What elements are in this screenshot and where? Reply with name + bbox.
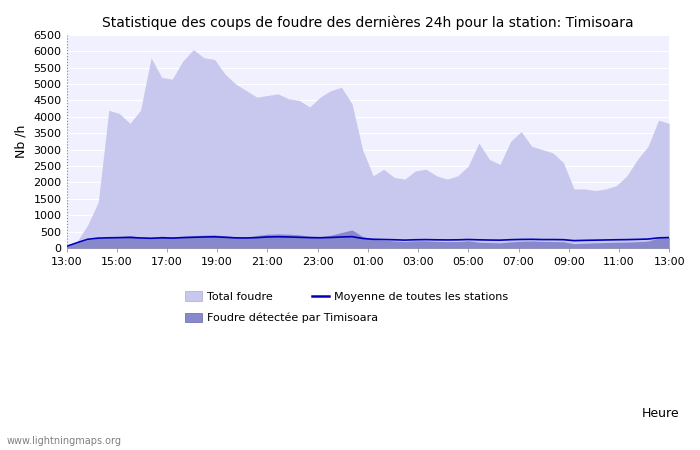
- Legend: Foudre détectée par Timisoara: Foudre détectée par Timisoara: [181, 308, 383, 328]
- Title: Statistique des coups de foudre des dernières 24h pour la station: Timisoara: Statistique des coups de foudre des dern…: [102, 15, 634, 30]
- Text: www.lightningmaps.org: www.lightningmaps.org: [7, 436, 122, 446]
- Text: Heure: Heure: [641, 407, 679, 420]
- Y-axis label: Nb /h: Nb /h: [15, 125, 28, 158]
